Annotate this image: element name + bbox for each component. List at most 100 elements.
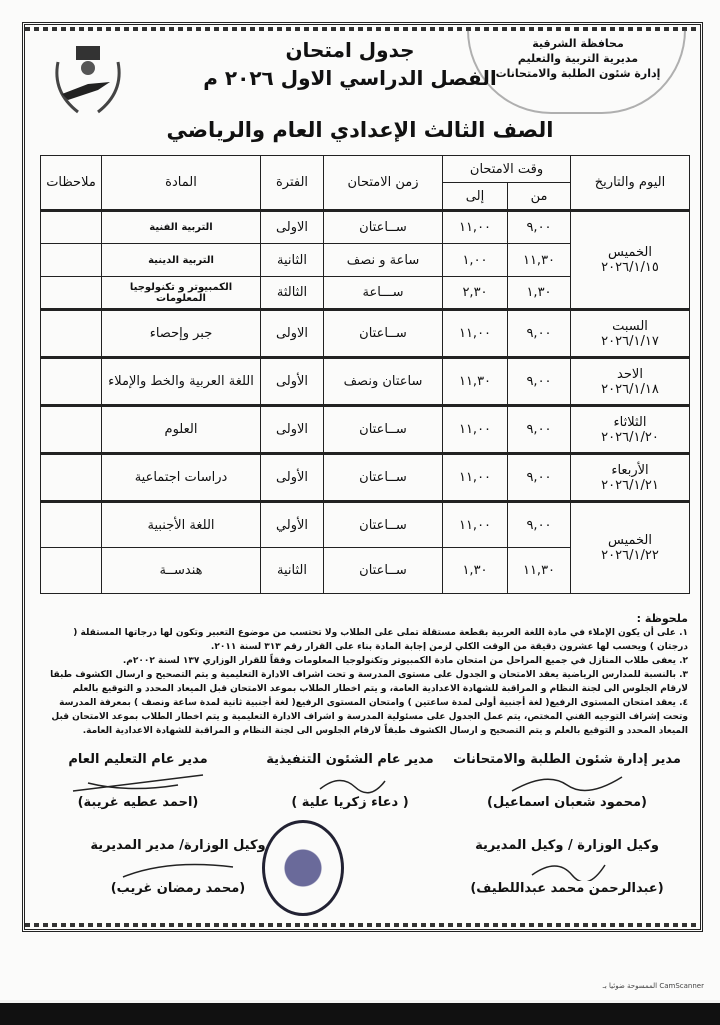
governorate: محافظة الشرقية <box>532 37 624 50</box>
duration-cell: ساعة و نصف <box>323 243 443 277</box>
signature-block: مدير عام الشئون التنفيذية ( دعاء زكريا ع… <box>250 752 450 810</box>
table-row: السبت ٢٠٢٦/١/١٧ ٩,٠٠ ١١,٠٠ ســاعتان الاولى جبر… <box>40 308 690 358</box>
header-to: إلى <box>442 182 508 211</box>
day-name: الخميس <box>608 245 652 260</box>
subject-cell: دراسات اجتماعية <box>101 452 261 502</box>
day-name: الثلاثاء <box>613 414 647 430</box>
from-time-cell: ٩,٠٠ <box>507 404 571 454</box>
to-time-cell: ١,٠٠ <box>442 243 508 277</box>
period-cell: الثانية <box>260 547 324 594</box>
from-time-cell: ١١,٣٠ <box>507 243 571 277</box>
from-time-cell: ٩,٠٠ <box>507 308 571 358</box>
signatory-name: (محمود شعبان اسماعيل) <box>487 795 647 810</box>
table-row: الخميس ٢٠٢٦/١/٢٢ ٩,٠٠ ١١,٠٠ ســاعتان الأولي ال… <box>40 500 690 594</box>
note-item: ١. على أن يكون الإملاء في مادة اللغة الع… <box>73 628 688 652</box>
day-date-cell: الخميس ٢٠٢٦/١/١٥ <box>570 209 690 310</box>
signatory-name: ( دعاء زكريا علية ) <box>291 795 409 810</box>
signature-block: مدير عام التعليم العام (احمد عطيه غريبة) <box>48 752 228 810</box>
signatory-title: مدير عام التعليم العام <box>68 752 208 767</box>
signatory-name: (محمد رمضان غريب) <box>110 881 246 896</box>
table-row: الأربعاء ٢٠٢٦/١/٢١ ٩,٠٠ ١١,٠٠ ســاعتان الأولى… <box>40 452 690 502</box>
subject-cell: هندســة <box>101 547 261 594</box>
signatory-title: مدير إدارة شئون الطلبة والامتحانات <box>453 752 681 767</box>
decorative-border <box>22 22 703 932</box>
duration-cell: ساعتان ونصف <box>323 356 443 406</box>
notes-section: ملحوظة : ١. على أن يكون الإملاء في مادة … <box>40 612 688 738</box>
day-name: الخميس <box>608 533 652 548</box>
to-time-cell: ١١,٠٠ <box>442 404 508 454</box>
header-subject: المادة <box>101 155 261 211</box>
subject-cell: العلوم <box>101 404 261 454</box>
department: إدارة شئون الطلبة والامتحانات <box>495 67 661 80</box>
handwritten-signature <box>531 864 606 881</box>
notes-cell <box>40 500 102 548</box>
subject-cell: الكمبيوتر و تكنولوجيا المعلومات <box>101 276 261 310</box>
notes-cell <box>40 308 102 358</box>
scanner-watermark: الممسوحة ضوئيا بـ CamScanner <box>602 982 704 990</box>
duration-cell: ســاعتان <box>323 209 443 244</box>
notes-cell <box>40 243 102 277</box>
table-row: ١١,٣٠ ١,٠٠ ساعة و نصف الثانية التربية الديني… <box>40 243 690 277</box>
note-item: ٤. يعقد امتحان المستوى الرفيع( لغة أجنبي… <box>51 698 688 736</box>
to-time-cell: ١,٣٠ <box>442 547 508 594</box>
from-time-cell: ١١,٣٠ <box>507 547 571 594</box>
subject-cell: التربية الفنية <box>101 209 261 244</box>
notes-cell <box>40 547 102 594</box>
header-period: الفترة <box>260 155 324 211</box>
exam-date: ٢٠٢٦/١/١٨ <box>601 381 659 397</box>
duration-cell: ســـاعة <box>323 276 443 310</box>
notes-cell <box>40 452 102 502</box>
table-row: الاحد ٢٠٢٦/١/١٨ ٩,٠٠ ١١,٣٠ ساعتان ونصف الأولى… <box>40 356 690 406</box>
title-line: جدول امتحان <box>285 38 415 62</box>
header-from: من <box>507 182 571 211</box>
table-row: الثلاثاء ٢٠٢٦/١/٢٠ ٩,٠٠ ١١,٠٠ ســاعتان الاولى… <box>40 404 690 454</box>
handwritten-signature <box>72 774 204 792</box>
from-time-cell: ٩,٠٠ <box>507 500 571 548</box>
to-time-cell: ١١,٠٠ <box>442 308 508 358</box>
period-cell: الاولى <box>260 404 324 454</box>
signature-block: وكيل الوزارة / وكيل المديرية (عبدالرحمن … <box>442 838 692 896</box>
signatory-name: (عبدالرحمن محمد عبداللطيف) <box>470 881 664 896</box>
handwritten-signature <box>511 776 623 792</box>
exam-date: ٢٠٢٦/١/٢٢ <box>601 548 659 563</box>
to-time-cell: ٢,٣٠ <box>442 276 508 310</box>
signatory-title: وكيل الوزارة / وكيل المديرية <box>475 838 659 853</box>
day-name: الأربعاء <box>611 462 649 478</box>
to-time-cell: ١١,٠٠ <box>442 452 508 502</box>
authority-header: محافظة الشرقية مديرية التربية والتعليم إ… <box>478 36 678 81</box>
period-cell: الأولي <box>260 500 324 548</box>
official-stamp <box>262 820 344 916</box>
day-name: الاحد <box>617 366 643 382</box>
scanned-page: محافظة الشرقية مديرية التربية والتعليم إ… <box>22 22 704 990</box>
period-cell: الأولى <box>260 452 324 502</box>
exam-date: ٢٠٢٦/١/٢١ <box>601 477 659 493</box>
period-cell: الثالثة <box>260 276 324 310</box>
signature-block: مدير إدارة شئون الطلبة والامتحانات (محمو… <box>442 752 692 810</box>
note-item: ٢. يعفى طلاب المنازل في جميع المراحل من … <box>122 656 688 666</box>
subject-cell: اللغة العربية والخط والإملاء <box>101 356 261 406</box>
to-time-cell: ١١,٠٠ <box>442 209 508 244</box>
to-time-cell: ١١,٣٠ <box>442 356 508 406</box>
notes-cell <box>40 356 102 406</box>
table-row: الخميس ٢٠٢٦/١/١٥ ٩,٠٠ ١١,٠٠ ســاعتان الاولى ال… <box>40 209 690 310</box>
signatory-name: (احمد عطيه غريبة) <box>77 795 199 810</box>
header-notes: ملاحظات <box>40 155 102 211</box>
exam-date: ٢٠٢٦/١/١٥ <box>601 260 659 275</box>
signature-block: وكيل الوزارة/ مدير المديرية (محمد رمضان … <box>58 838 298 896</box>
subject-cell: جبر وإحصاء <box>101 308 261 358</box>
note-item: ٣. بالنسبة للمدارس الرياضية يعقد الامتحا… <box>50 670 688 694</box>
exam-date: ٢٠٢٦/١/١٧ <box>601 333 659 349</box>
from-time-cell: ١,٣٠ <box>507 276 571 310</box>
signatory-title: مدير عام الشئون التنفيذية <box>266 752 434 767</box>
day-date-cell: الخميس ٢٠٢٦/١/٢٢ <box>570 500 690 594</box>
subject-cell: اللغة الأجنبية <box>101 500 261 548</box>
duration-cell: ســاعتان <box>323 404 443 454</box>
header-day-date: اليوم والتاريخ <box>570 155 690 211</box>
handwritten-signature <box>319 779 386 794</box>
subject-cell: التربية الدينية <box>101 243 261 277</box>
day-date-cell: الأربعاء ٢٠٢٦/١/٢١ <box>570 452 690 502</box>
ministry-logo-icon <box>55 46 121 114</box>
grade-heading: الصف الثالث الإعدادي العام والرياضي <box>166 118 554 142</box>
from-time-cell: ٩,٠٠ <box>507 356 571 406</box>
exam-schedule-table: اليوم والتاريخ وقت الامتحان زمن الامتحان… <box>40 155 690 594</box>
